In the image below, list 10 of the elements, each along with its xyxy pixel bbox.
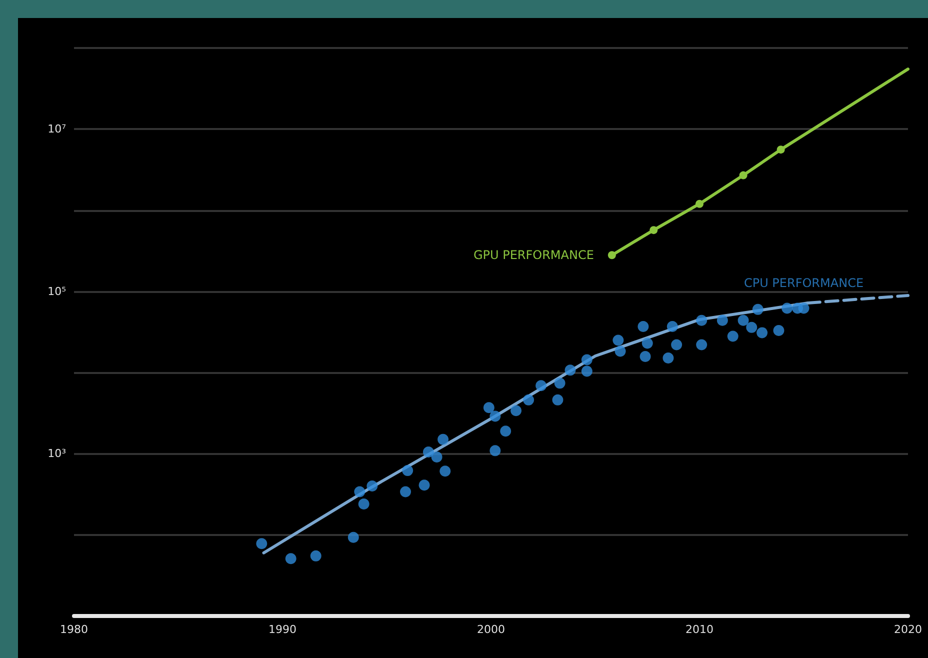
x-tick-label: 2000	[477, 623, 505, 636]
x-tick-label: 1980	[60, 623, 88, 636]
x-tick-label: 2020	[894, 623, 922, 636]
series-label: CPU PERFORMANCE	[744, 276, 864, 290]
x-tick-label: 1990	[268, 623, 296, 636]
x-tick-label: 2010	[686, 623, 714, 636]
y-tick-label: 10⁷	[48, 122, 66, 136]
series-label: GPU PERFORMANCE	[473, 248, 594, 262]
y-tick-label: 10⁵	[48, 284, 66, 298]
y-tick-label: 10³	[48, 447, 66, 460]
